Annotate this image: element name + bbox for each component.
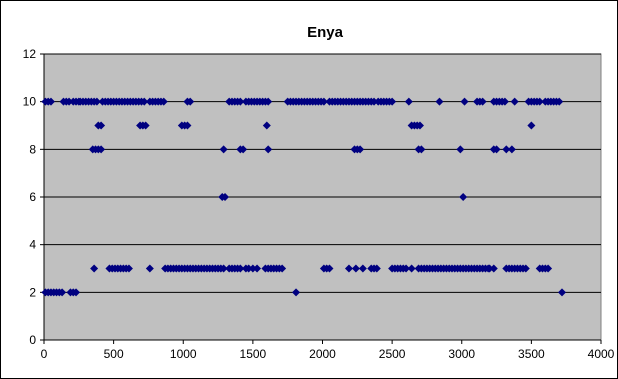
data-point [90, 264, 99, 273]
data-point [219, 145, 228, 154]
x-tick-label: 0 [41, 347, 48, 361]
data-point [370, 97, 379, 106]
data-point [278, 264, 287, 273]
data-point [558, 288, 567, 297]
data-point [72, 288, 81, 297]
data-point [236, 97, 245, 106]
data-point [183, 121, 192, 130]
y-tick-label: 4 [29, 238, 36, 252]
data-point [46, 97, 55, 106]
data-point [460, 97, 469, 106]
data-point [253, 264, 262, 273]
y-tick-label: 0 [29, 333, 36, 347]
data-point [58, 288, 67, 297]
data-point [65, 97, 74, 106]
data-point [456, 145, 465, 154]
data-point [507, 145, 516, 154]
data-point [489, 264, 498, 273]
data-point [356, 145, 365, 154]
y-tick-label: 8 [29, 142, 36, 156]
data-point [140, 97, 149, 106]
data-point [388, 97, 397, 106]
data-point [292, 288, 301, 297]
data-point [124, 264, 133, 273]
data-point [97, 121, 106, 130]
data-point [372, 264, 381, 273]
data-point [358, 264, 367, 273]
y-tick-label: 2 [29, 285, 36, 299]
data-point [264, 97, 273, 106]
x-tick-label: 3000 [448, 347, 475, 361]
data-point [97, 145, 106, 154]
data-point [244, 264, 253, 273]
data-point [264, 145, 273, 154]
data-point [485, 264, 494, 273]
data-point [404, 97, 413, 106]
x-tick-label: 3500 [518, 347, 545, 361]
data-point [402, 264, 411, 273]
y-tick-label: 12 [23, 47, 37, 61]
data-point [239, 145, 248, 154]
data-point [535, 97, 544, 106]
data-point [435, 97, 444, 106]
x-tick-label: 1000 [170, 347, 197, 361]
data-point [527, 121, 536, 130]
data-point [344, 264, 353, 273]
data-point [478, 97, 487, 106]
data-point [319, 97, 328, 106]
data-point [141, 121, 150, 130]
data-point [407, 264, 416, 273]
x-tick-label: 2000 [309, 347, 336, 361]
data-point [145, 264, 154, 273]
data-point [521, 264, 530, 273]
data-point [92, 97, 101, 106]
data-point [510, 97, 519, 106]
data-point [219, 264, 228, 273]
data-point [159, 97, 168, 106]
data-point [351, 264, 360, 273]
chart-title: Enya [307, 24, 344, 41]
x-tick-label: 2500 [379, 347, 406, 361]
y-tick-label: 10 [23, 95, 37, 109]
data-point [248, 264, 257, 273]
data-point [236, 264, 245, 273]
data-point [555, 97, 564, 106]
x-tick-label: 1500 [240, 347, 267, 361]
data-point [262, 121, 271, 130]
data-point [415, 121, 424, 130]
x-tick-label: 500 [104, 347, 124, 361]
x-tick-label: 4000 [588, 347, 615, 361]
data-point [500, 97, 509, 106]
data-point [417, 145, 426, 154]
data-point [544, 264, 553, 273]
y-tick-label: 6 [29, 190, 36, 204]
data-point [221, 193, 230, 201]
data-point [459, 193, 468, 201]
data-point [492, 145, 501, 154]
data-point [186, 97, 195, 106]
data-point [502, 145, 511, 154]
data-point [325, 264, 334, 273]
